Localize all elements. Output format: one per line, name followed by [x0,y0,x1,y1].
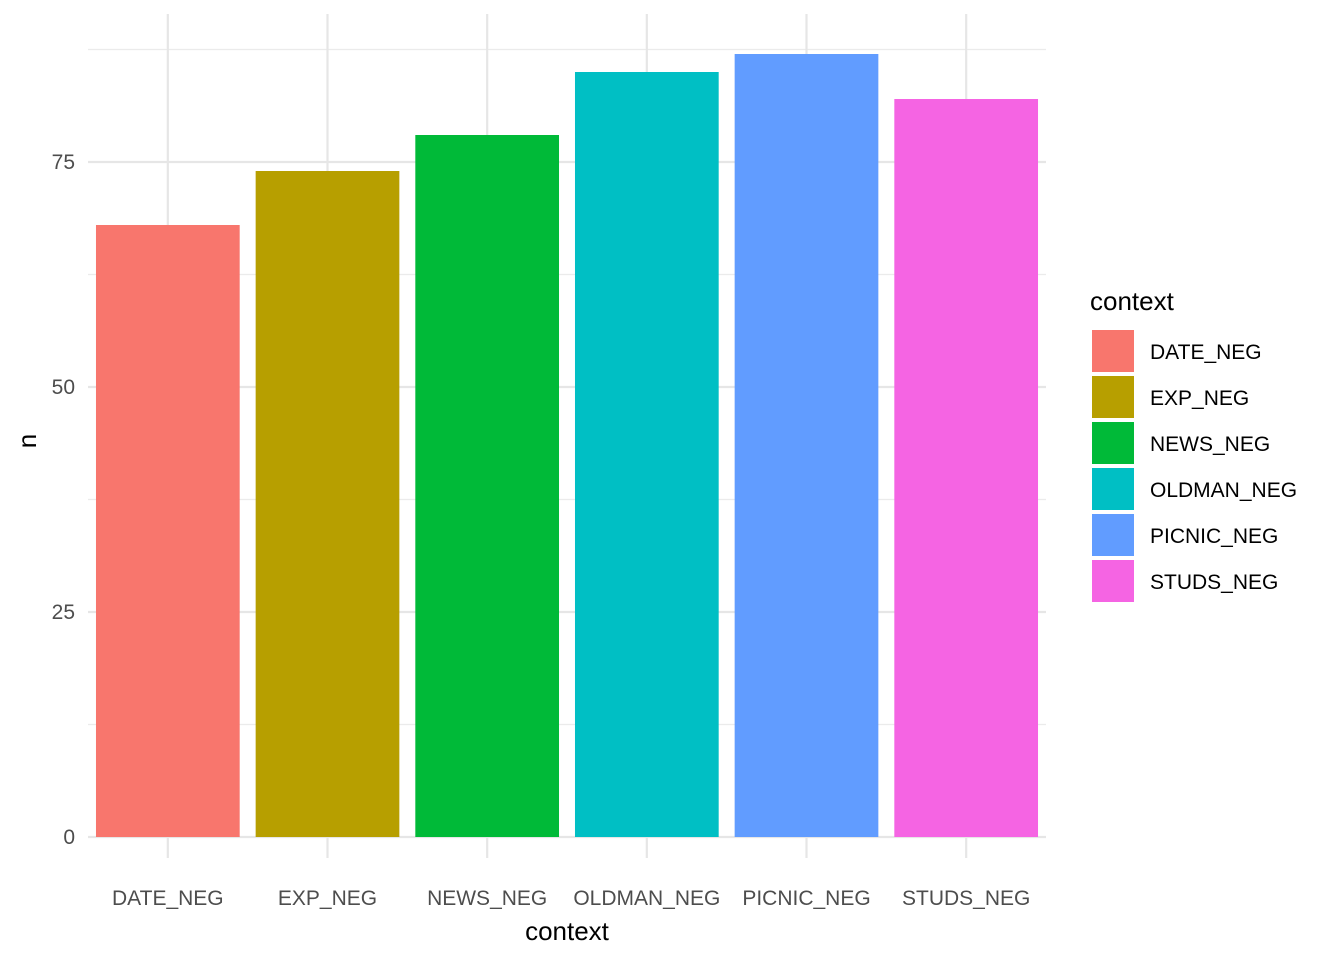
x-tick-label: EXP_NEG [278,887,377,910]
legend-label: DATE_NEG [1150,341,1262,364]
legend-key [1092,560,1134,602]
x-tick-label: OLDMAN_NEG [573,887,720,910]
legend-key [1092,422,1134,464]
y-tick-labels: 0 25 50 75 [52,151,75,849]
legend-title: context [1090,286,1175,316]
bar-studs-neg [894,99,1039,837]
legend-key [1092,330,1134,372]
legend: context DATE_NEG EXP_NEG NEWS_NEG OLDMAN_NE… [1090,286,1297,602]
legend-label: EXP_NEG [1150,387,1249,410]
legend-label: PICNIC_NEG [1150,525,1278,548]
y-tick-label: 0 [63,826,75,849]
legend-key [1092,514,1134,556]
bar-news-neg [415,135,560,837]
minor-gridlines [88,48,1046,726]
bar-exp-neg [255,171,400,837]
legend-label: STUDS_NEG [1150,571,1278,594]
y-axis-title: n [12,434,42,448]
bar-oldman-neg [574,72,719,837]
legend-label: OLDMAN_NEG [1150,479,1297,502]
x-tick-label: PICNIC_NEG [742,887,870,910]
x-tick-label: NEWS_NEG [427,887,547,910]
x-tick-label: DATE_NEG [112,887,224,910]
legend-key [1092,376,1134,418]
y-tick-label: 25 [52,601,75,624]
bar-picnic-neg [734,54,879,837]
y-tick-label: 50 [52,376,75,399]
x-tick-labels: DATE_NEG EXP_NEG NEWS_NEG OLDMAN_NEG PICNIC_… [112,887,1030,910]
x-axis-title: context [525,916,610,946]
legend-key [1092,468,1134,510]
bars [95,54,1039,837]
y-tick-label: 75 [52,151,75,174]
legend-label: NEWS_NEG [1150,433,1270,456]
x-tick-label: STUDS_NEG [902,887,1030,910]
bar-date-neg [95,225,240,837]
